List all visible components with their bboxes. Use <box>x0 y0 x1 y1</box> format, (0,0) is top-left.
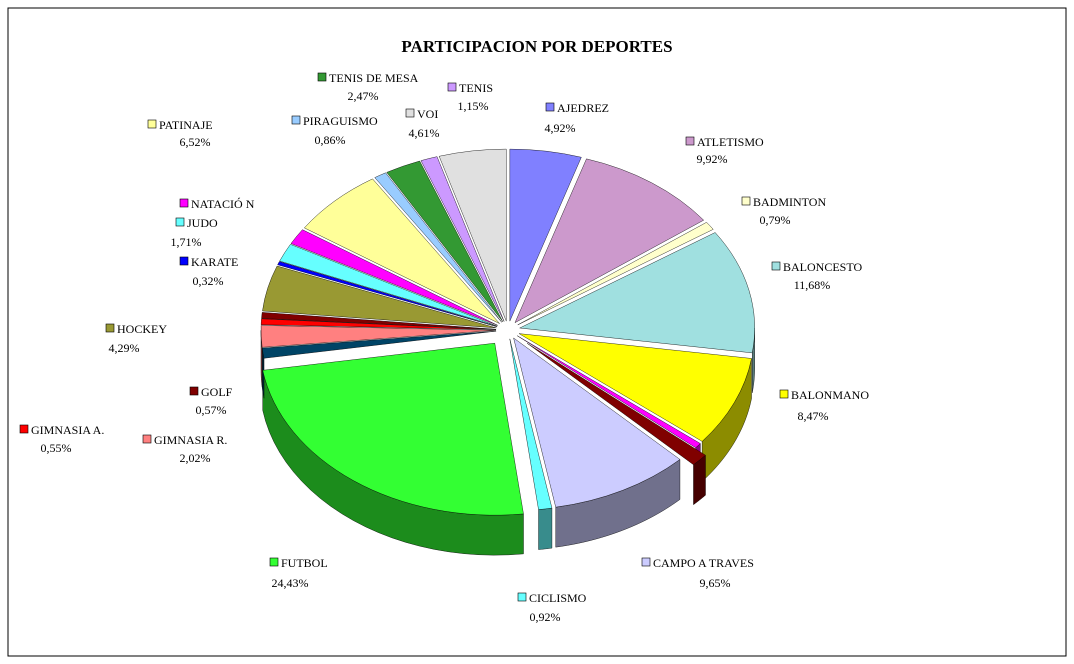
slice-label: TENIS DE MESA <box>329 71 419 85</box>
value-label: 0,92% <box>530 610 561 624</box>
value-label: 0,86% <box>315 133 346 147</box>
label-swatch <box>291 115 301 125</box>
slice-label: BALONMANO <box>791 388 869 402</box>
slice <box>262 330 497 359</box>
value-label: 6,52% <box>180 135 211 149</box>
slice-label: GOLF <box>201 385 233 399</box>
slice-label: GIMNASIA A. <box>31 423 104 437</box>
label-swatch <box>741 196 751 206</box>
label-swatch <box>545 102 555 112</box>
slice <box>262 265 497 329</box>
slice <box>517 222 714 325</box>
slice <box>509 148 582 322</box>
slice <box>518 333 752 442</box>
slice-label: CAMPO A TRAVES <box>653 556 754 570</box>
label-swatch <box>779 389 789 399</box>
value-label: 4,61% <box>409 126 440 140</box>
slice-label: ATLETISMO <box>697 135 764 149</box>
slice-label: BADMINTON <box>753 195 826 209</box>
slice <box>438 148 507 322</box>
value-label: 0,79% <box>760 213 791 227</box>
value-label: 1,71% <box>171 235 202 249</box>
slice <box>290 229 498 326</box>
slice-label: NATACIÓ N <box>191 197 255 211</box>
slice <box>374 172 502 323</box>
slice-label: PIRAGUISMO <box>303 114 378 128</box>
slice <box>277 261 497 327</box>
slice <box>526 343 706 465</box>
slice <box>517 335 701 448</box>
slice-label: PATINAJE <box>159 118 213 132</box>
label-swatch <box>175 217 185 227</box>
slice <box>509 338 553 510</box>
value-label: 9,92% <box>697 152 728 166</box>
slice-label: BALONCESTO <box>783 260 862 274</box>
value-label: 0,32% <box>193 274 224 288</box>
value-label: 4,92% <box>545 121 576 135</box>
label-swatch <box>189 386 199 396</box>
slice <box>518 232 755 354</box>
slice <box>303 178 500 324</box>
slice-label: FUTBOL <box>281 556 328 570</box>
slice <box>262 342 524 516</box>
value-label: 2,47% <box>348 89 379 103</box>
label-swatch <box>179 198 189 208</box>
label-swatch <box>179 256 189 266</box>
label-swatch <box>19 424 29 434</box>
slice <box>513 337 681 508</box>
value-label: 0,55% <box>41 441 72 455</box>
label-swatch <box>317 72 327 82</box>
slice-label: GIMNASIA R. <box>154 433 227 447</box>
label-swatch <box>517 592 527 602</box>
slice-side <box>538 507 553 550</box>
value-label: 1,15% <box>458 99 489 113</box>
slice <box>260 325 497 348</box>
label-swatch <box>641 557 651 567</box>
slice-label: KARATE <box>191 255 238 269</box>
value-label: 24,43% <box>272 576 309 590</box>
slice-label: HOCKEY <box>117 322 167 336</box>
slice-label: TENIS <box>459 81 493 95</box>
value-label: 11,68% <box>794 278 831 292</box>
label-swatch <box>685 136 695 146</box>
slice <box>420 156 505 322</box>
slice <box>260 318 497 330</box>
slice-label: AJEDREZ <box>557 101 609 115</box>
chart-frame <box>7 7 1067 657</box>
value-label: 2,02% <box>180 451 211 465</box>
chart-title: PARTICIPACION POR DEPORTES <box>401 37 672 56</box>
label-swatch <box>105 323 115 333</box>
label-swatch <box>147 119 157 129</box>
value-label: 0,57% <box>196 403 227 417</box>
label-swatch <box>405 108 415 118</box>
slice-label: CICLISMO <box>529 591 587 605</box>
label-swatch <box>771 261 781 271</box>
label-swatch <box>142 434 152 444</box>
slice <box>261 312 497 330</box>
value-label: 9,65% <box>700 576 731 590</box>
slice-label: VOI <box>417 107 438 121</box>
slice <box>279 244 498 327</box>
label-swatch <box>269 557 279 567</box>
slice-label: JUDO <box>187 216 218 230</box>
value-label: 4,29% <box>109 341 140 355</box>
slice <box>386 160 504 322</box>
value-label: 8,47% <box>798 409 829 423</box>
label-swatch <box>447 82 457 92</box>
